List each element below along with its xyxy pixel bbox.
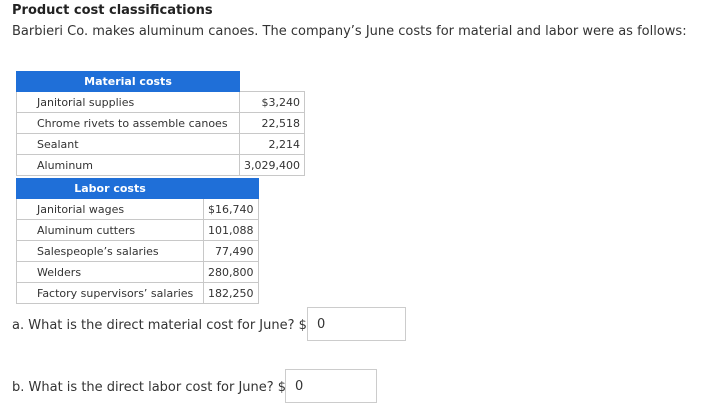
problem-intro: Barbieri Co. makes aluminum canoes. The …: [12, 24, 687, 39]
labor-header-row: Labor costs: [16, 178, 259, 199]
labor-item-value: 280,800: [203, 261, 259, 283]
table-row: Janitorial supplies $3,240: [16, 91, 305, 113]
labor-item-label: Aluminum cutters: [16, 219, 204, 241]
table-row: Salespeople’s salaries 77,490: [16, 240, 259, 262]
labor-header-fill: [203, 178, 259, 199]
labor-item-label: Factory supervisors’ salaries: [16, 282, 204, 304]
material-costs-table: Material costs Janitorial supplies $3,24…: [16, 71, 305, 176]
material-header-row: Material costs: [16, 71, 305, 92]
material-costs-header: Material costs: [16, 71, 240, 92]
material-item-value: 3,029,400: [239, 154, 305, 176]
labor-item-value: 77,490: [203, 240, 259, 262]
page-title: Product cost classifications: [12, 3, 213, 18]
material-item-value: 2,214: [239, 133, 305, 155]
table-row: Aluminum 3,029,400: [16, 154, 305, 176]
material-item-label: Aluminum: [16, 154, 240, 176]
table-row: Janitorial wages $16,740: [16, 198, 259, 220]
question-a-label: a. What is the direct material cost for …: [12, 318, 307, 333]
direct-labor-answer-input[interactable]: [285, 369, 377, 403]
labor-item-label: Welders: [16, 261, 204, 283]
material-item-label: Sealant: [16, 133, 240, 155]
table-row: Aluminum cutters 101,088: [16, 219, 259, 241]
table-row: Welders 280,800: [16, 261, 259, 283]
material-header-gap: [240, 72, 305, 92]
table-row: Sealant 2,214: [16, 133, 305, 155]
table-row: Factory supervisors’ salaries 182,250: [16, 282, 259, 304]
material-item-value: 22,518: [239, 112, 305, 134]
labor-item-label: Janitorial wages: [16, 198, 204, 220]
direct-material-answer-input[interactable]: [307, 307, 406, 341]
labor-costs-header: Labor costs: [16, 178, 204, 199]
labor-costs-table: Labor costs Janitorial wages $16,740 Alu…: [16, 178, 259, 304]
table-row: Chrome rivets to assemble canoes 22,518: [16, 112, 305, 134]
labor-item-value: 182,250: [203, 282, 259, 304]
material-item-label: Janitorial supplies: [16, 91, 240, 113]
labor-item-value: 101,088: [203, 219, 259, 241]
material-item-value: $3,240: [239, 91, 305, 113]
labor-item-value: $16,740: [203, 198, 259, 220]
question-b-label: b. What is the direct labor cost for Jun…: [12, 380, 287, 395]
labor-item-label: Salespeople’s salaries: [16, 240, 204, 262]
material-item-label: Chrome rivets to assemble canoes: [16, 112, 240, 134]
